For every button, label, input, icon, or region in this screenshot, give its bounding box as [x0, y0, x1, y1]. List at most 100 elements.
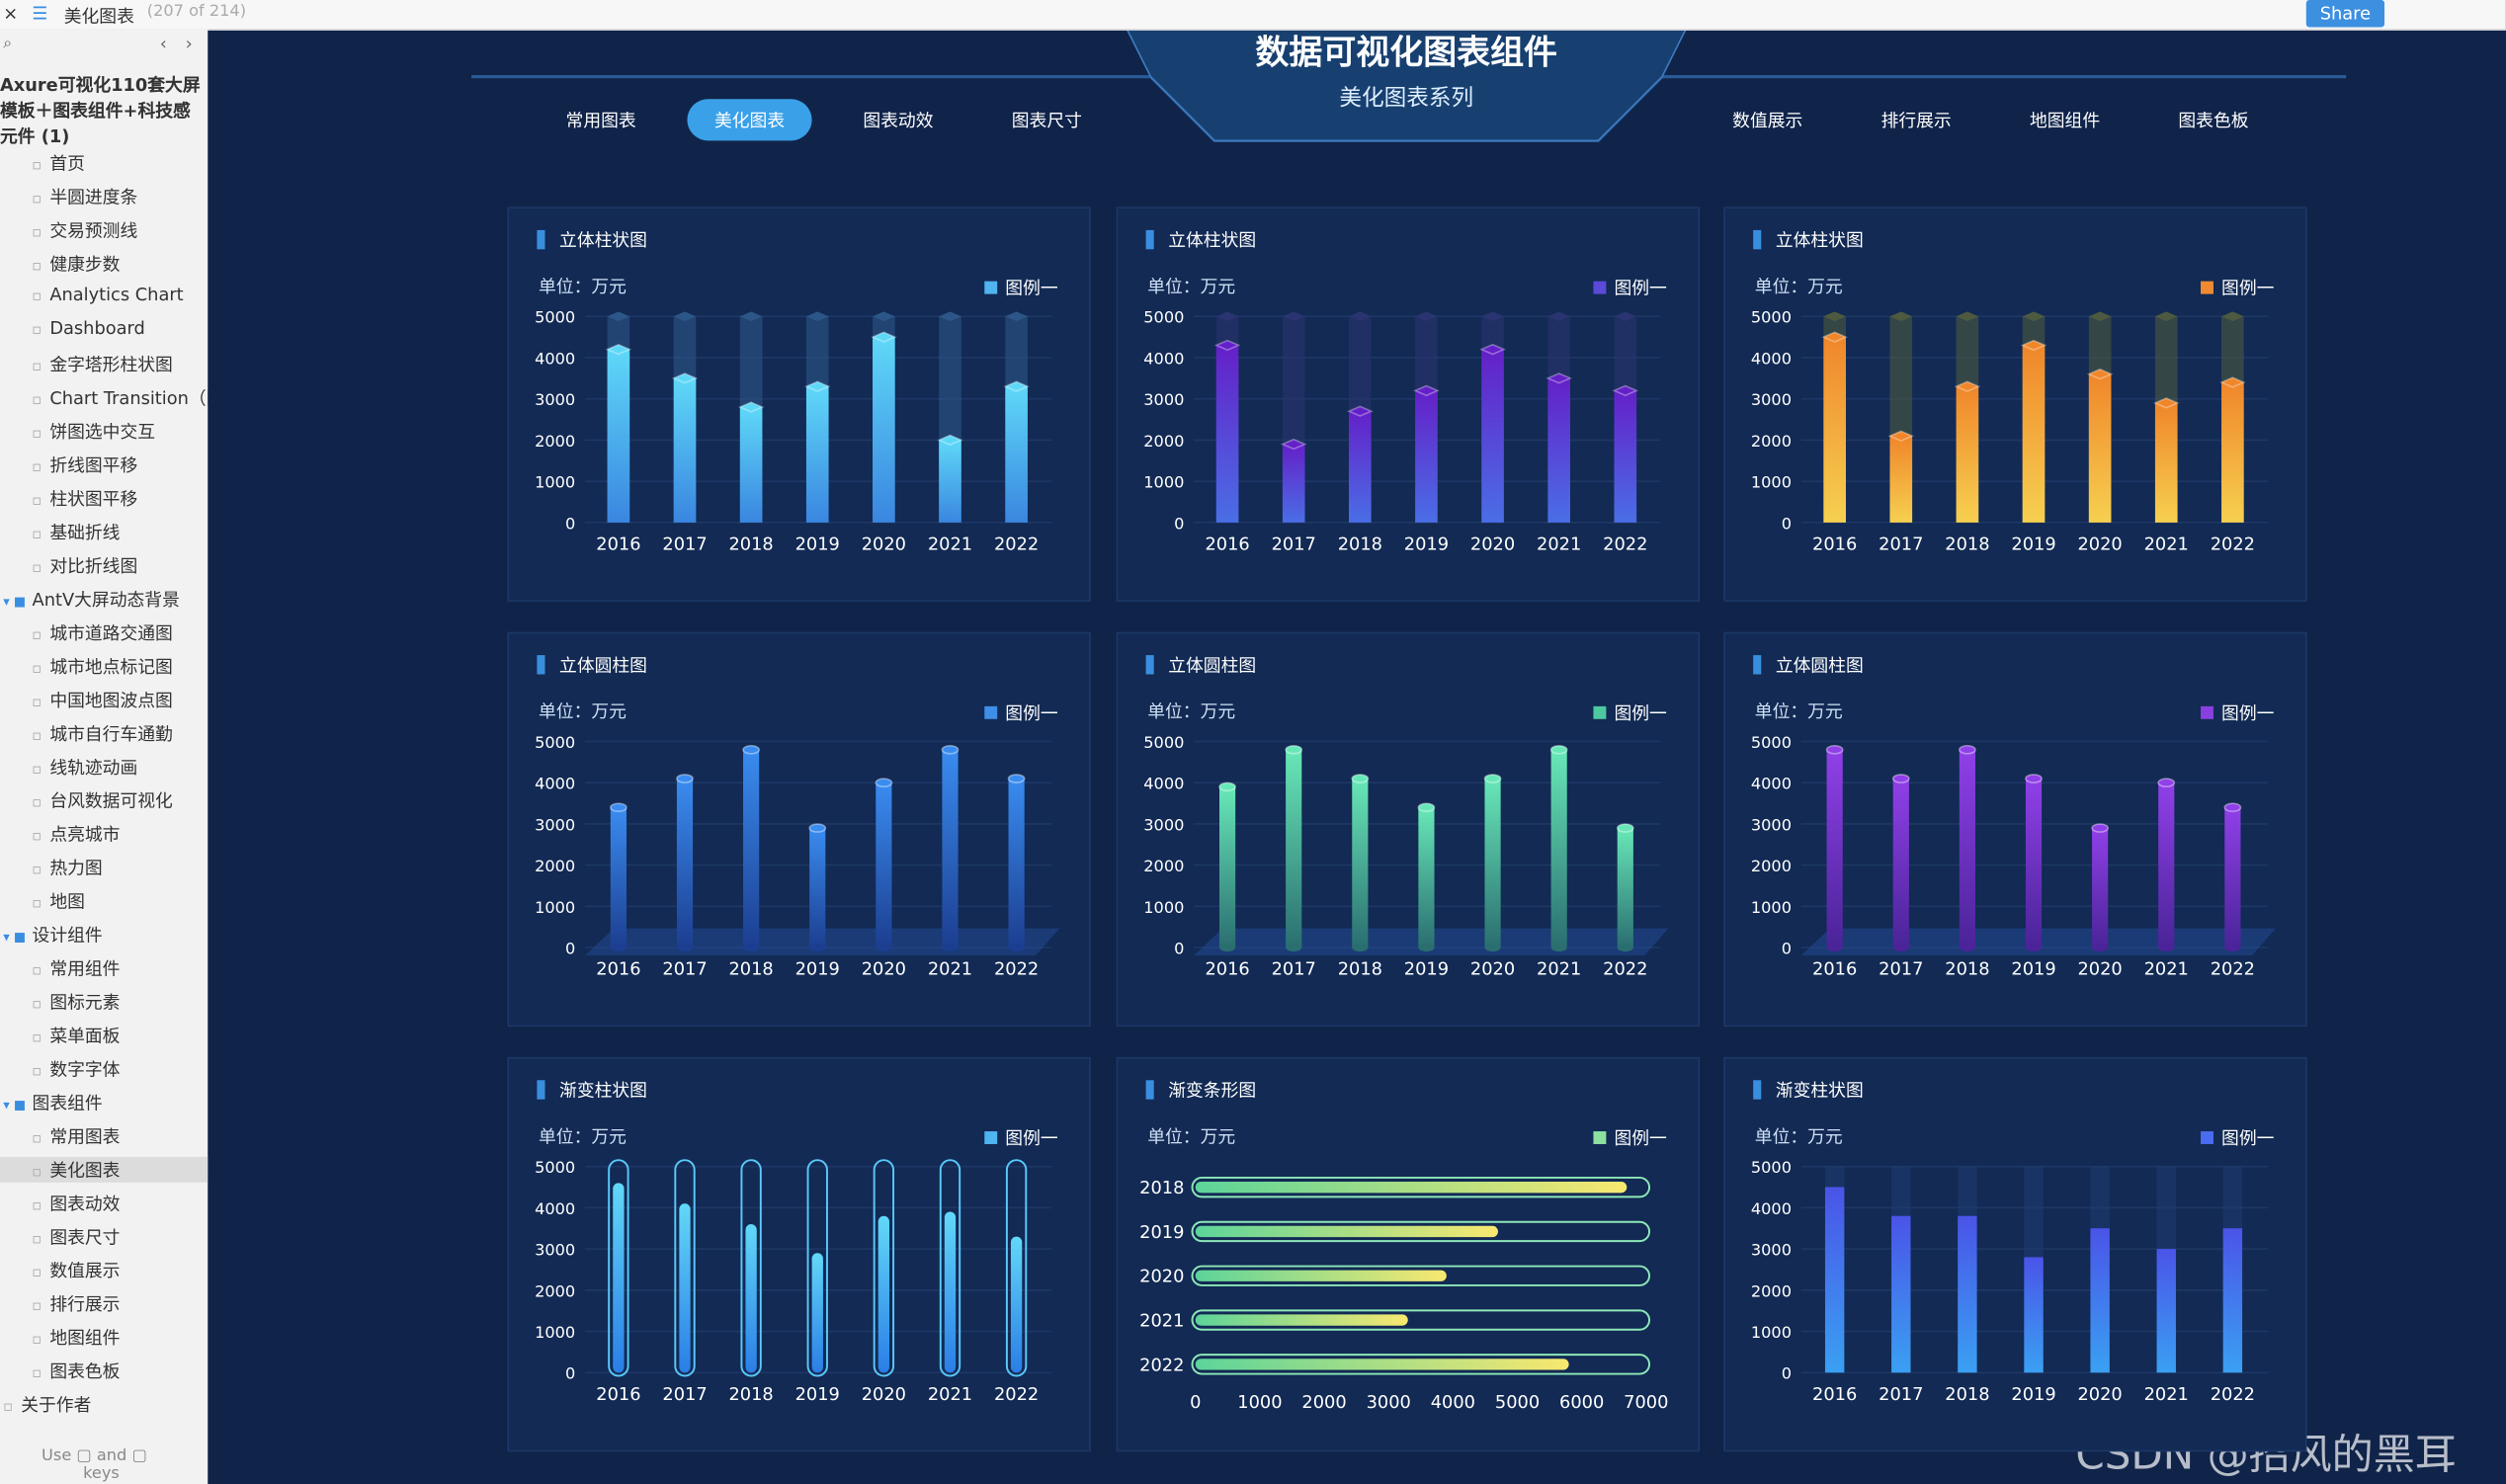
- menu-button[interactable]: ☰: [32, 3, 48, 25]
- y-tick-label: 5000: [1751, 308, 1792, 327]
- page-item[interactable]: 城市地点标记图: [32, 653, 173, 679]
- page-item[interactable]: 首页: [32, 150, 85, 176]
- x-tick-label: 6000: [1559, 1392, 1604, 1413]
- tab[interactable]: 图表动效: [863, 111, 933, 131]
- tab[interactable]: 图表色板: [2178, 111, 2248, 131]
- y-tick-label: 3000: [1751, 1241, 1792, 1260]
- tab[interactable]: 数值展示: [1732, 111, 1802, 131]
- bar-track: [806, 1159, 828, 1377]
- page-item[interactable]: 图表动效: [32, 1191, 120, 1216]
- y-tick-label: 2000: [1751, 857, 1792, 875]
- page-item[interactable]: Chart Transition（图: [32, 385, 208, 411]
- page-item[interactable]: 数字字体: [32, 1056, 120, 1082]
- page-item[interactable]: 饼图选中交互: [32, 419, 155, 445]
- page-item[interactable]: 点亮城市: [32, 821, 120, 847]
- x-tick-label: 2016: [1205, 959, 1249, 980]
- page-item[interactable]: 基础折线: [32, 520, 120, 545]
- bar: [745, 1224, 757, 1373]
- tab[interactable]: 美化图表: [714, 111, 785, 131]
- x-tick-label: 2016: [1812, 534, 1857, 554]
- tab[interactable]: 地图组件: [2030, 111, 2100, 131]
- x-tick-label: 2021: [2144, 534, 2189, 554]
- page-item[interactable]: 常用组件: [32, 955, 120, 981]
- folder-item[interactable]: 图表组件: [3, 1090, 103, 1115]
- x-tick-label: 2016: [596, 1384, 640, 1405]
- page-item[interactable]: 城市道路交通图: [32, 620, 173, 646]
- page-item[interactable]: 排行展示: [32, 1291, 120, 1317]
- page-item[interactable]: 地图: [32, 888, 85, 914]
- folder-item[interactable]: 设计组件: [3, 922, 103, 948]
- bar-top: [870, 331, 897, 343]
- page-item[interactable]: 图表色板: [32, 1359, 120, 1384]
- page-item[interactable]: 折线图平移: [32, 453, 137, 478]
- page-item[interactable]: 交易预测线: [32, 217, 137, 243]
- tab[interactable]: 排行展示: [1881, 111, 1952, 131]
- bar: [1614, 390, 1637, 523]
- page-item[interactable]: Dashboard: [32, 318, 145, 339]
- y-tick-label: 0: [565, 1364, 575, 1383]
- nav-next[interactable]: ›: [185, 33, 193, 54]
- x-tick-label: 2016: [596, 534, 640, 554]
- page-item[interactable]: 半圆进度条: [32, 184, 137, 209]
- page-item[interactable]: 关于作者: [3, 1392, 91, 1418]
- close-button[interactable]: ×: [3, 3, 19, 25]
- page-item[interactable]: 地图组件: [32, 1325, 120, 1351]
- panel-title: 渐变柱状图: [1776, 1080, 1864, 1101]
- page-item[interactable]: 数值展示: [32, 1258, 120, 1283]
- bar-base: [1008, 944, 1025, 952]
- title-marker: [1753, 229, 1762, 250]
- page-item[interactable]: 金字塔形柱状图: [32, 352, 173, 377]
- page-item[interactable]: 美化图表: [0, 1156, 209, 1183]
- y-tick-label: 5000: [1143, 733, 1184, 752]
- bar-base: [1617, 944, 1633, 952]
- bar: [673, 377, 697, 523]
- page-item[interactable]: 图标元素: [32, 989, 120, 1015]
- bar-top: [1483, 774, 1502, 783]
- page-item[interactable]: 柱状图平移: [32, 486, 137, 512]
- x-tick-label: 2019: [2011, 1384, 2055, 1405]
- panel-title: 立体圆柱图: [1168, 655, 1256, 676]
- page-item[interactable]: 台风数据可视化: [32, 787, 173, 813]
- y-tick-label: 0: [1782, 940, 1792, 958]
- y-tick-label: 3000: [535, 815, 575, 834]
- page-item[interactable]: Analytics Chart: [32, 285, 183, 305]
- page-item[interactable]: 热力图: [32, 855, 102, 880]
- bar-track: [1191, 1265, 1651, 1286]
- legend-swatch: [984, 1131, 998, 1144]
- nav-prev[interactable]: ‹: [159, 33, 167, 54]
- bar: [676, 778, 694, 948]
- bar: [2024, 1257, 2044, 1373]
- bar-top: [1417, 802, 1436, 813]
- unit-label: 单位：万元: [539, 1126, 626, 1147]
- footer-hint: Use ▢ and ▢ keys: [42, 1447, 147, 1483]
- x-tick-label: 2020: [862, 534, 906, 554]
- bar: [2022, 345, 2046, 523]
- bar: [1195, 1225, 1498, 1238]
- page-item[interactable]: 中国地图波点图: [32, 687, 173, 712]
- page-item[interactable]: 常用图表: [32, 1123, 120, 1149]
- x-tick-label: 2022: [2211, 1384, 2255, 1405]
- folder-item[interactable]: AntV大屏动态背景: [3, 587, 180, 613]
- search-icon[interactable]: ⌕: [3, 35, 13, 53]
- x-tick-label: 7000: [1624, 1392, 1668, 1413]
- bar: [2221, 381, 2244, 523]
- tab[interactable]: 图表尺寸: [1012, 111, 1082, 131]
- share-button[interactable]: Share: [2305, 0, 2385, 28]
- page-item[interactable]: 菜单面板: [32, 1023, 120, 1048]
- unit-label: 单位：万元: [1755, 277, 1843, 297]
- x-tick-label: 5000: [1495, 1392, 1540, 1413]
- page-item[interactable]: 城市自行车通勤: [32, 720, 173, 746]
- bar-top: [2218, 376, 2246, 388]
- page-item[interactable]: 线轨迹动画: [32, 754, 137, 780]
- page-item[interactable]: 图表尺寸: [32, 1224, 120, 1250]
- y-tick-label: 4000: [1143, 775, 1184, 793]
- y-tick-label: 1000: [535, 898, 575, 917]
- y-tick-label: 0: [565, 514, 575, 533]
- tab[interactable]: 常用图表: [566, 111, 636, 131]
- bar-base: [1826, 944, 1843, 952]
- page-item[interactable]: 对比折线图: [32, 553, 137, 579]
- bar: [1215, 345, 1239, 523]
- bar-top: [1280, 438, 1307, 451]
- page-item[interactable]: 健康步数: [32, 251, 120, 277]
